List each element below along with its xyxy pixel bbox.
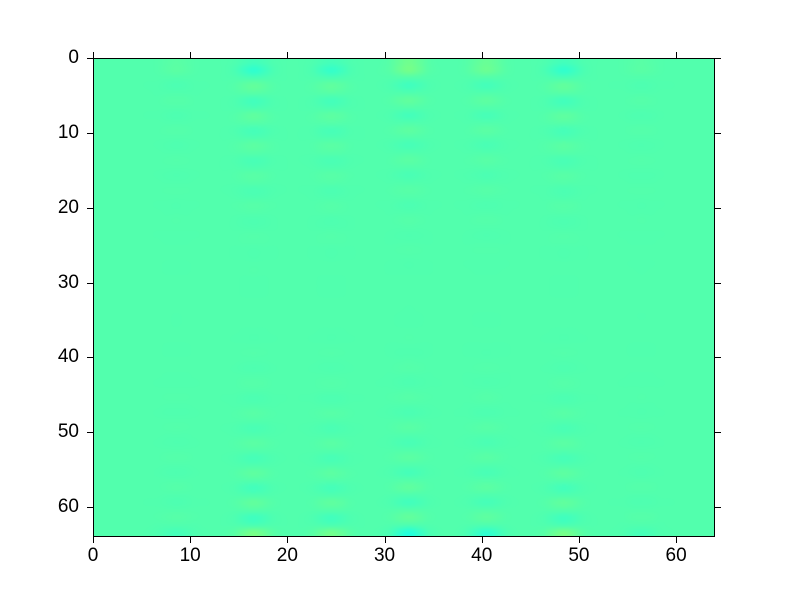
x-tick-mark-top-20 <box>287 52 288 58</box>
x-tick-mark-top-10 <box>190 52 191 58</box>
y-tick-label-10: 10 <box>58 122 79 144</box>
x-tick-mark-10 <box>190 537 191 543</box>
y-tick-label-20: 20 <box>58 197 79 219</box>
x-tick-mark-top-60 <box>676 52 677 58</box>
y-tick-label-30: 30 <box>58 272 79 294</box>
x-tick-mark-top-40 <box>482 52 483 58</box>
y-tick-mark-right-40 <box>715 357 721 358</box>
x-tick-label-10: 10 <box>180 545 201 567</box>
x-tick-mark-top-30 <box>385 52 386 58</box>
y-tick-mark-right-20 <box>715 208 721 209</box>
y-tick-mark-40 <box>87 357 93 358</box>
y-tick-mark-right-60 <box>715 507 721 508</box>
y-tick-mark-right-50 <box>715 432 721 433</box>
heatmap-plot-area[interactable] <box>93 58 715 537</box>
heatmap-canvas[interactable] <box>94 59 714 536</box>
y-tick-mark-50 <box>87 432 93 433</box>
y-tick-mark-0 <box>87 58 93 59</box>
x-tick-mark-top-0 <box>93 52 94 58</box>
x-tick-label-0: 0 <box>88 545 99 567</box>
y-tick-mark-60 <box>87 507 93 508</box>
y-tick-label-40: 40 <box>58 346 79 368</box>
y-tick-label-60: 60 <box>58 496 79 518</box>
x-tick-label-50: 50 <box>568 545 589 567</box>
chart-container: 0 10 20 30 40 50 60 0 10 20 30 40 50 60 <box>0 0 800 600</box>
x-tick-mark-top-50 <box>579 52 580 58</box>
x-tick-mark-0 <box>93 537 94 543</box>
y-tick-label-50: 50 <box>58 421 79 443</box>
x-tick-label-30: 30 <box>374 545 395 567</box>
x-tick-mark-20 <box>287 537 288 543</box>
x-tick-label-20: 20 <box>277 545 298 567</box>
y-tick-mark-30 <box>87 283 93 284</box>
y-tick-mark-right-10 <box>715 133 721 134</box>
y-tick-label-0: 0 <box>68 47 79 69</box>
y-tick-mark-right-0 <box>715 58 721 59</box>
y-tick-mark-right-30 <box>715 283 721 284</box>
x-tick-mark-40 <box>482 537 483 543</box>
y-tick-mark-10 <box>87 133 93 134</box>
x-tick-label-60: 60 <box>666 545 687 567</box>
x-tick-label-40: 40 <box>471 545 492 567</box>
x-tick-mark-50 <box>579 537 580 543</box>
x-tick-mark-60 <box>676 537 677 543</box>
y-tick-mark-20 <box>87 208 93 209</box>
x-tick-mark-30 <box>385 537 386 543</box>
